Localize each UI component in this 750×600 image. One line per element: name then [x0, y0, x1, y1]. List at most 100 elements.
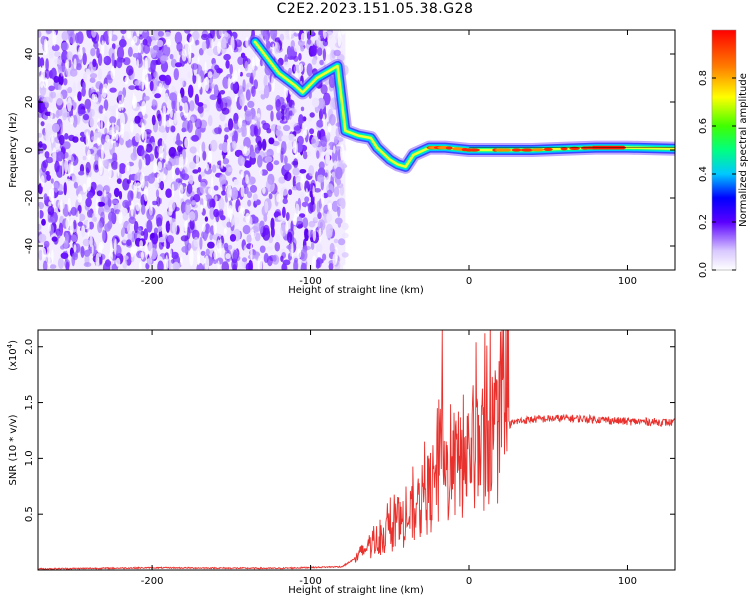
- noise-blob: [315, 259, 321, 269]
- noise-gap: [96, 137, 101, 146]
- noise-gap: [271, 74, 275, 92]
- noise-blob: [191, 134, 200, 142]
- noise-blob: [38, 233, 47, 243]
- colorbar-tick-label: 0.8: [698, 70, 709, 86]
- noise-gap: [211, 176, 214, 188]
- noise-gap: [98, 241, 104, 251]
- noise-blob: [83, 262, 92, 268]
- noise-blob: [163, 211, 170, 222]
- noise-blob: [315, 243, 323, 253]
- noise-gap: [132, 35, 138, 44]
- noise-blob: [263, 252, 269, 264]
- noise-blob: [126, 179, 131, 185]
- noise-blob: [201, 41, 207, 51]
- noise-blob: [310, 242, 315, 250]
- doppler-hot-spot: [520, 148, 534, 152]
- noise-gap: [78, 46, 83, 60]
- noise-gap: [163, 173, 166, 181]
- noise-blob: [96, 190, 103, 197]
- noise-blob: [157, 260, 164, 270]
- noise-gap: [52, 30, 57, 47]
- noise-blob: [223, 242, 229, 250]
- snr-x-label: Height of straight line (km): [288, 585, 424, 596]
- noise-gap: [297, 248, 302, 259]
- noise-blob: [311, 97, 320, 108]
- noise-blob: [240, 157, 246, 166]
- noise-blob: [157, 225, 163, 232]
- noise-blob: [197, 104, 204, 114]
- noise-blob: [181, 127, 187, 133]
- noise-blob: [213, 208, 220, 218]
- noise-blob: [92, 58, 97, 68]
- noise-blob: [266, 104, 274, 111]
- noise-blob: [156, 217, 163, 228]
- noise-gap: [161, 137, 164, 151]
- noise-gap: [111, 136, 114, 145]
- noise-gap: [103, 189, 107, 197]
- noise-blob: [241, 129, 245, 138]
- noise-blob: [309, 201, 316, 213]
- noise-blob: [38, 30, 42, 38]
- snr-y-scale-exponent: 4: [6, 343, 14, 348]
- noise-blob: [157, 30, 164, 37]
- noise-blob: [153, 227, 159, 234]
- noise-blob: [196, 263, 204, 270]
- noise-blob: [216, 68, 223, 74]
- noise-blob: [304, 228, 309, 242]
- noise-blob: [320, 136, 328, 148]
- noise-blob: [225, 60, 230, 69]
- noise-blob: [200, 250, 206, 256]
- noise-blob: [165, 220, 171, 233]
- noise-blob: [316, 150, 320, 159]
- noise-blob: [187, 84, 194, 98]
- noise-gap: [289, 30, 292, 40]
- noise-gap: [205, 163, 209, 172]
- noise-blob: [89, 73, 98, 79]
- noise-blob: [326, 213, 333, 222]
- noise-gap: [171, 165, 175, 180]
- noise-gap: [204, 255, 210, 270]
- y-tick-label: 1.5: [24, 395, 35, 411]
- noise-blob: [143, 44, 151, 54]
- spectrogram-x-label: Height of straight line (km): [288, 285, 424, 296]
- noise-blob: [64, 133, 69, 140]
- spectrogram-y-ticks: 40 20 0 -20 -40: [24, 48, 675, 254]
- noise-gap: [165, 255, 169, 270]
- noise-blob: [81, 225, 86, 237]
- noise-blob: [158, 74, 167, 82]
- noise-gap: [69, 115, 74, 125]
- noise-blob: [192, 30, 200, 41]
- noise-blob: [64, 178, 72, 184]
- chart-title: C2E2.2023.151.05.38.G28: [276, 1, 474, 17]
- noise-blob: [102, 159, 109, 167]
- noise-blob: [180, 235, 189, 242]
- noise-blob: [155, 189, 160, 198]
- noise-gap: [311, 255, 317, 269]
- noise-blob: [126, 239, 132, 247]
- noise-gap: [39, 74, 44, 88]
- noise-blob: [45, 30, 53, 34]
- noise-blob: [306, 150, 311, 157]
- noise-blob: [200, 171, 206, 177]
- noise-blob: [110, 207, 115, 214]
- noise-blob: [254, 232, 261, 242]
- noise-blob: [107, 198, 112, 208]
- noise-gap: [179, 184, 184, 199]
- noise-blob: [212, 257, 218, 265]
- noise-blob: [188, 174, 194, 185]
- noise-blob: [59, 65, 67, 72]
- noise-blob: [38, 56, 42, 68]
- noise-gap: [165, 120, 171, 128]
- noise-gap: [153, 161, 158, 174]
- noise-blob: [107, 192, 112, 199]
- noise-blob: [45, 170, 50, 176]
- noise-gap: [220, 154, 224, 169]
- noise-blob: [205, 248, 210, 256]
- noise-blob: [275, 129, 281, 137]
- noise-blob: [154, 93, 162, 99]
- noise-gap: [198, 254, 200, 265]
- noise-gap: [61, 158, 64, 177]
- noise-blob: [76, 63, 82, 71]
- noise-blob: [89, 77, 96, 83]
- noise-blob: [296, 142, 303, 153]
